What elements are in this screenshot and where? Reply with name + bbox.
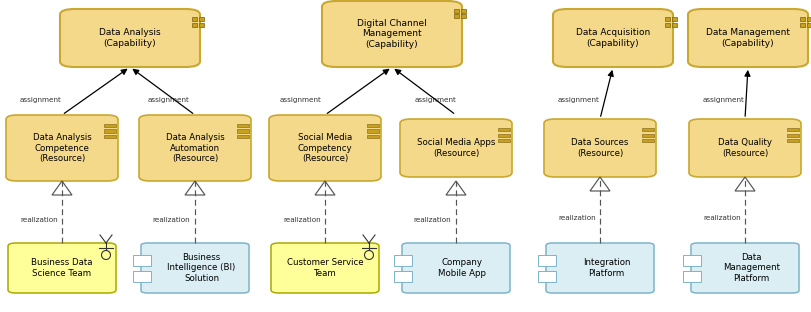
Bar [497,134,509,137]
Bar [497,139,509,143]
Text: Data Quality
(Resource): Data Quality (Resource) [717,138,771,158]
Text: realization: realization [20,217,58,223]
Text: realization: realization [152,217,190,223]
Text: Data Analysis
Automation
(Resource): Data Analysis Automation (Resource) [165,133,224,163]
Text: Integration
Platform: Integration Platform [582,258,629,278]
Bar [104,129,116,133]
Text: Business Data
Science Team: Business Data Science Team [31,258,92,278]
FancyBboxPatch shape [141,243,249,293]
Bar [671,17,676,21]
FancyBboxPatch shape [400,119,512,177]
Bar [191,17,197,21]
Bar [799,22,804,27]
Bar [460,9,465,13]
Bar [537,271,556,281]
FancyBboxPatch shape [139,115,251,181]
Bar [393,255,411,266]
Text: Business
Intelligence (BI)
Solution: Business Intelligence (BI) Solution [167,253,235,283]
Bar [664,22,669,27]
Bar [453,14,458,18]
Text: assignment: assignment [280,97,321,103]
FancyBboxPatch shape [545,243,653,293]
Bar [664,17,669,21]
Text: Social Media Apps
(Resource): Social Media Apps (Resource) [416,138,495,158]
Text: realization: realization [283,217,320,223]
FancyBboxPatch shape [689,119,800,177]
Bar [393,271,411,281]
Bar [104,135,116,139]
Bar [237,129,249,133]
Text: assignment: assignment [20,97,62,103]
Bar [367,129,379,133]
Bar [497,128,509,131]
Bar [133,255,151,266]
Bar [805,22,810,27]
Text: Data Analysis
Competence
(Resource): Data Analysis Competence (Resource) [32,133,92,163]
Text: assignment: assignment [557,97,599,103]
Bar [799,17,804,21]
Bar [786,139,798,143]
Bar [642,134,653,137]
Bar [367,135,379,139]
Text: Data Sources
(Resource): Data Sources (Resource) [571,138,628,158]
Bar [198,17,204,21]
Bar [104,124,116,128]
Text: Customer Service
Team: Customer Service Team [286,258,363,278]
FancyBboxPatch shape [322,1,461,67]
Bar [537,255,556,266]
Text: realization: realization [413,217,450,223]
FancyBboxPatch shape [552,9,672,67]
Bar [133,271,151,281]
Bar [237,135,249,139]
Text: Social Media
Competency
(Resource): Social Media Competency (Resource) [298,133,352,163]
Text: Company
Mobile App: Company Mobile App [438,258,486,278]
FancyBboxPatch shape [8,243,116,293]
FancyBboxPatch shape [690,243,798,293]
Bar [786,128,798,131]
FancyBboxPatch shape [60,9,200,67]
Bar [237,124,249,128]
Text: Data
Management
Platform: Data Management Platform [722,253,779,283]
FancyBboxPatch shape [543,119,655,177]
Text: assignment: assignment [414,97,457,103]
Bar [682,255,700,266]
Bar [682,271,700,281]
Bar [460,14,465,18]
Text: Data Acquisition
(Capability): Data Acquisition (Capability) [575,28,650,48]
Text: Data Management
(Capability): Data Management (Capability) [705,28,789,48]
Text: assignment: assignment [702,97,744,103]
FancyBboxPatch shape [268,115,380,181]
Bar [642,139,653,143]
FancyBboxPatch shape [6,115,118,181]
Bar [191,22,197,27]
Bar [453,9,458,13]
FancyBboxPatch shape [271,243,379,293]
Bar [642,128,653,131]
Text: assignment: assignment [148,97,190,103]
Bar [805,17,810,21]
FancyBboxPatch shape [401,243,509,293]
Text: realization: realization [702,215,740,221]
FancyBboxPatch shape [687,9,807,67]
Text: realization: realization [557,215,595,221]
Bar [198,22,204,27]
Bar [786,134,798,137]
Text: Digital Channel
Management
(Capability): Digital Channel Management (Capability) [357,19,427,49]
Bar [671,22,676,27]
Text: Data Analysis
(Capability): Data Analysis (Capability) [99,28,161,48]
Bar [367,124,379,128]
